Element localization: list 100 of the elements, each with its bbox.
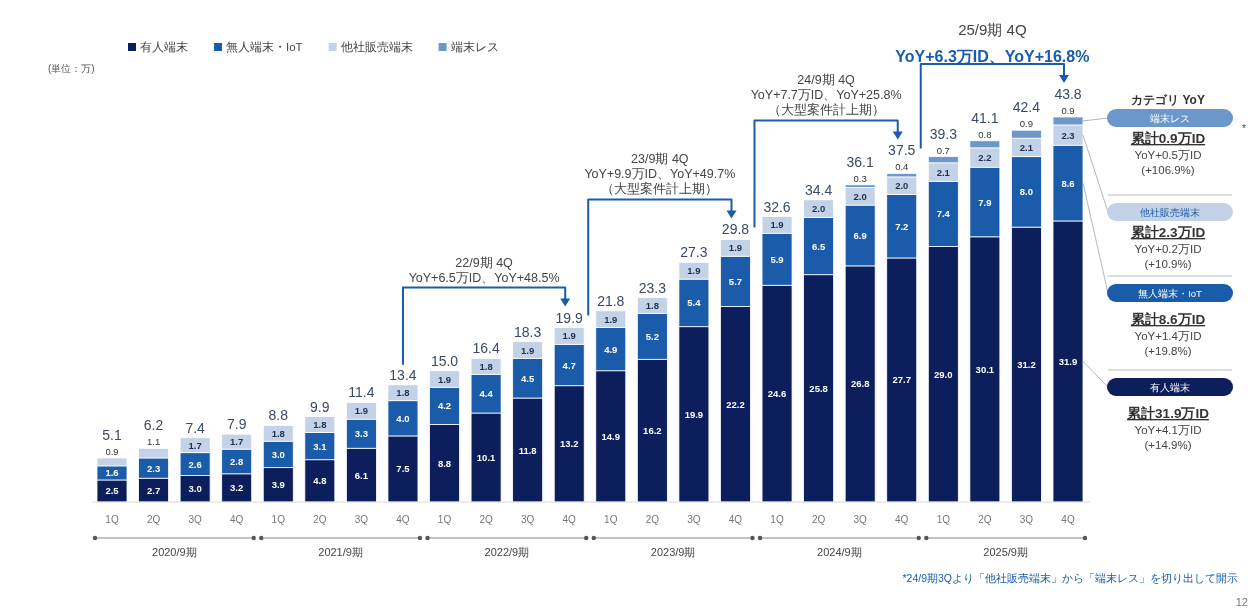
data-label: 22.2 bbox=[726, 398, 745, 410]
data-label: 4.4 bbox=[479, 388, 494, 400]
data-label: 2.6 bbox=[188, 458, 202, 470]
total-label: 11.4 bbox=[348, 384, 375, 401]
total-label: 7.4 bbox=[185, 419, 206, 436]
data-label: 7.5 bbox=[396, 463, 411, 475]
total-label: 13.4 bbox=[389, 366, 417, 383]
data-label: 7.9 bbox=[978, 196, 992, 208]
data-label: 2.3 bbox=[146, 462, 161, 474]
text: 2020/9期 bbox=[152, 546, 197, 558]
data-label: 8.6 bbox=[1061, 177, 1075, 189]
text: (+19.8%) bbox=[1144, 345, 1192, 357]
data-label: 26.8 bbox=[850, 378, 870, 390]
data-label: 1.7 bbox=[188, 439, 202, 451]
data-label: 7.4 bbox=[936, 208, 951, 220]
data-label: 19.9 bbox=[684, 408, 704, 420]
data-label: 0.9 bbox=[1061, 105, 1075, 116]
text: 12 bbox=[1235, 596, 1248, 608]
text: 2022/9期 bbox=[484, 546, 530, 558]
x-tick-label: 3Q bbox=[354, 514, 369, 525]
data-label: 0.3 bbox=[853, 172, 867, 184]
data-label: 2.5 bbox=[105, 485, 120, 497]
data-label: 2.2 bbox=[978, 152, 992, 164]
x-tick-label: 3Q bbox=[520, 514, 535, 525]
data-label: 14.9 bbox=[601, 430, 621, 442]
text: 有人端末 bbox=[1150, 382, 1190, 393]
text: YoY+0.5万ID bbox=[1134, 149, 1202, 161]
total-label: 18.3 bbox=[514, 323, 542, 340]
text: 2021/9期 bbox=[318, 546, 363, 558]
text: 他社販売端末 bbox=[1140, 207, 1200, 218]
x-tick-label: 1Q bbox=[271, 514, 286, 525]
data-label: 1.9 bbox=[687, 265, 701, 277]
x-tick-label: 2Q bbox=[146, 514, 161, 525]
x-tick-label: 4Q bbox=[895, 514, 909, 525]
data-label: 8.0 bbox=[1019, 186, 1034, 198]
data-label: 3.0 bbox=[188, 483, 202, 495]
data-label: 2.1 bbox=[936, 166, 951, 178]
annotation: 22/9期 4Q YoY+6.5万ID、YoY+48.5% bbox=[408, 255, 560, 285]
data-label: 1.9 bbox=[354, 405, 368, 417]
text: (+106.9%) bbox=[1141, 164, 1195, 176]
data-label: 1.9 bbox=[437, 373, 452, 385]
x-tick-label: 1Q bbox=[105, 514, 119, 525]
total-label: 34.4 bbox=[804, 181, 833, 198]
data-label: 2.0 bbox=[812, 203, 826, 215]
data-label: 0.8 bbox=[978, 128, 992, 140]
legend-label: 無人端末・IoT bbox=[226, 41, 303, 53]
data-label: 0.7 bbox=[936, 144, 950, 156]
data-label: 0.4 bbox=[895, 161, 909, 173]
data-label: 5.9 bbox=[770, 253, 784, 265]
text: (単位：万) bbox=[48, 63, 95, 74]
data-label: 13.2 bbox=[559, 438, 579, 450]
annotation: 24/9期 4Q YoY+7.7万ID、YoY+25.8% （大型案件計上期） bbox=[750, 73, 902, 118]
data-label: 3.0 bbox=[271, 448, 285, 460]
data-label: 4.2 bbox=[437, 400, 452, 412]
data-label: 5.2 bbox=[645, 330, 659, 342]
total-label: 41.1 bbox=[971, 109, 999, 126]
text: 累計2.3万ID bbox=[1129, 225, 1206, 240]
x-tick-label: 4Q bbox=[396, 514, 410, 525]
total-label: 36.1 bbox=[846, 153, 875, 170]
data-label: 1.9 bbox=[521, 344, 535, 356]
data-label: 30.1 bbox=[975, 363, 995, 375]
data-label: 3.1 bbox=[313, 440, 328, 452]
total-label: 37.5 bbox=[888, 142, 916, 159]
total-label: 23.3 bbox=[638, 279, 667, 296]
data-label: 2.3 bbox=[1061, 129, 1075, 141]
data-label: 1.9 bbox=[728, 242, 743, 254]
total-label: 42.4 bbox=[1012, 99, 1041, 116]
data-label: 4.8 bbox=[313, 475, 327, 487]
data-label: 2.7 bbox=[146, 484, 161, 496]
data-label: 1.1 bbox=[146, 436, 161, 448]
data-label: 11.8 bbox=[518, 444, 537, 456]
legend-label: 端末レス bbox=[450, 41, 499, 53]
text: 端末レス bbox=[1150, 113, 1190, 124]
data-label: 5.4 bbox=[687, 297, 702, 309]
data-label: 4.5 bbox=[521, 372, 535, 384]
data-label: 1.9 bbox=[770, 219, 784, 231]
x-tick-label: 4Q bbox=[1061, 514, 1075, 525]
data-label: 4.9 bbox=[604, 343, 618, 355]
total-label: 32.6 bbox=[763, 198, 791, 215]
text: * bbox=[1242, 123, 1246, 134]
total-label: 29.8 bbox=[721, 221, 750, 238]
total-label: 39.3 bbox=[929, 125, 958, 142]
data-label: 10.1 bbox=[476, 452, 497, 464]
data-label: 1.7 bbox=[230, 436, 244, 448]
data-label: 1.8 bbox=[645, 300, 659, 312]
x-tick-label: 3Q bbox=[188, 514, 203, 525]
x-tick-label: 1Q bbox=[604, 514, 618, 525]
data-label: 1.6 bbox=[105, 467, 119, 479]
data-label: 1.8 bbox=[271, 427, 285, 439]
total-label: 6.2 bbox=[143, 417, 164, 434]
data-label: 5.7 bbox=[728, 275, 743, 287]
x-tick-label: 1Q bbox=[437, 514, 452, 525]
total-label: 16.4 bbox=[472, 340, 500, 357]
data-label: 2.1 bbox=[1019, 141, 1034, 153]
text: 2023/9期 bbox=[650, 546, 696, 558]
total-label: 21.8 bbox=[597, 292, 625, 309]
data-label: 27.7 bbox=[892, 374, 911, 386]
data-label: 3.9 bbox=[271, 479, 285, 491]
text: (+14.9%) bbox=[1144, 439, 1192, 451]
data-label: 3.3 bbox=[354, 428, 368, 440]
